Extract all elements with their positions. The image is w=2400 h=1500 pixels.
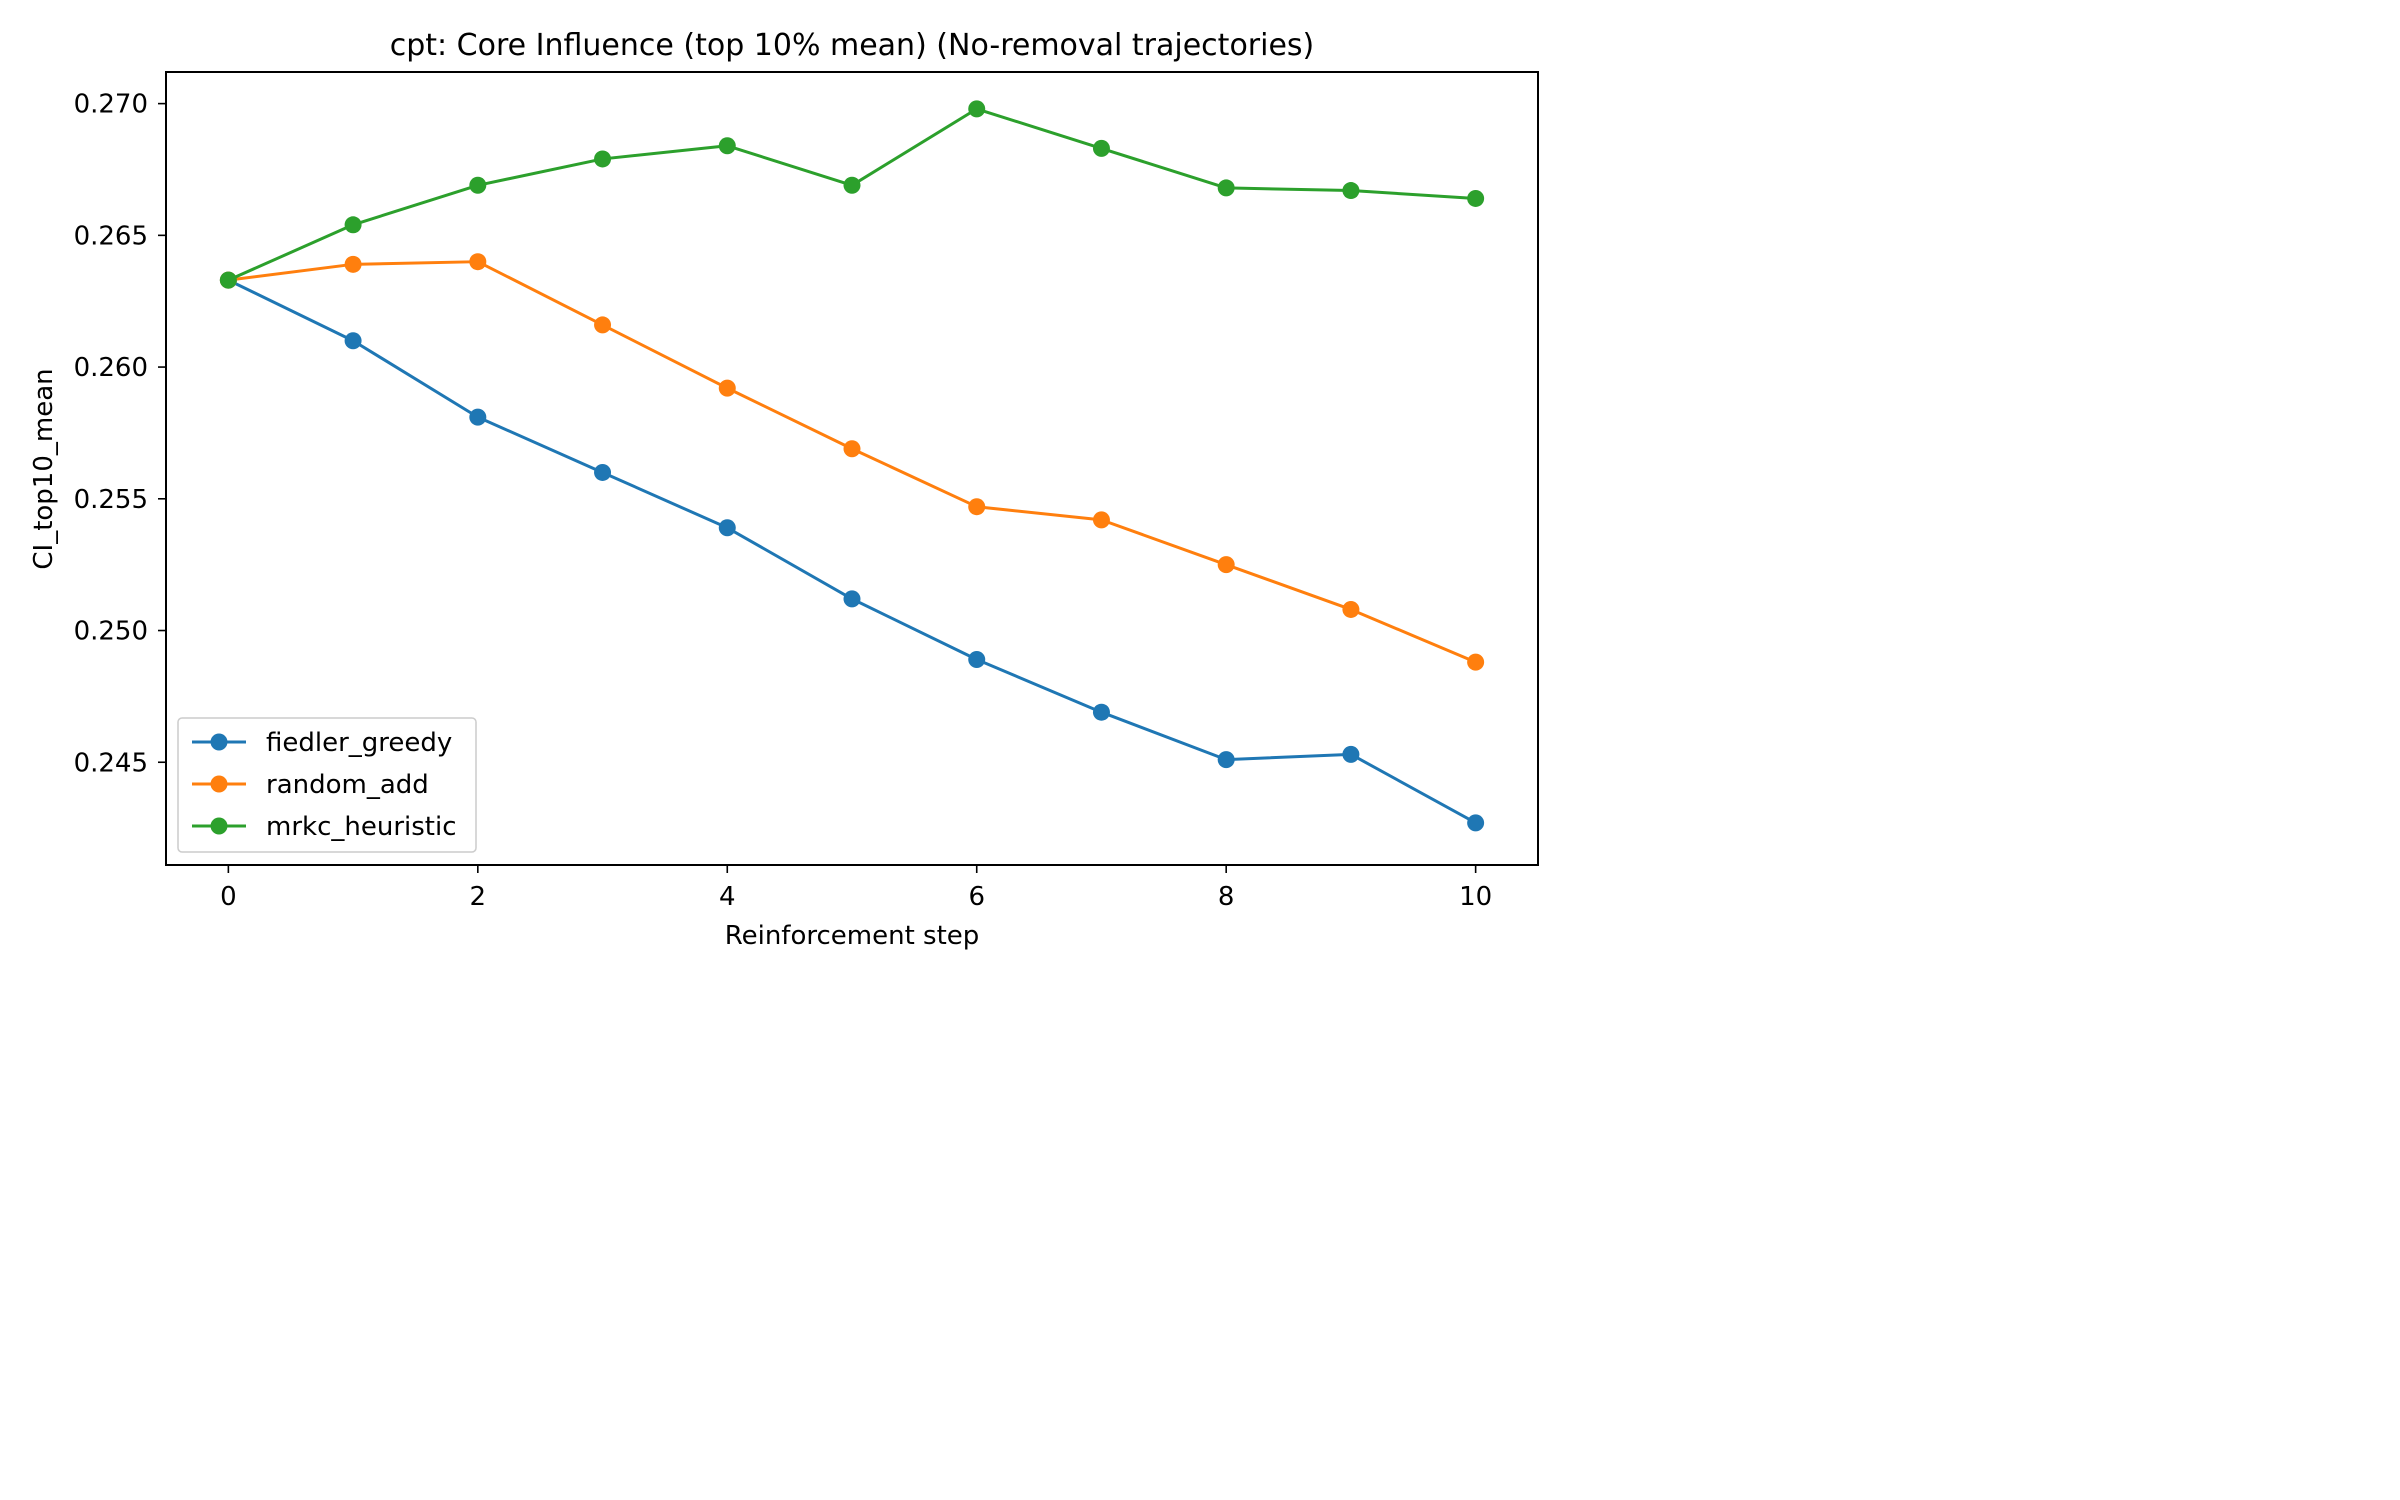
data-point-fiedler_greedy [594, 463, 612, 481]
y-tick-label: 0.245 [74, 748, 148, 778]
data-point-random_add [718, 379, 736, 397]
data-point-random_add [1342, 600, 1360, 618]
y-tick-label: 0.250 [74, 617, 148, 647]
data-point-mrkc_heuristic [1342, 182, 1360, 200]
legend: fiedler_greedy random_add mrkc_heuristic [177, 717, 477, 853]
data-point-fiedler_greedy [1467, 814, 1485, 832]
data-point-mrkc_heuristic [344, 216, 362, 234]
data-point-fiedler_greedy [469, 408, 487, 426]
y-axis-ticks: 0.245 0.250 0.255 0.260 0.265 0.270 [74, 90, 166, 778]
y-tick-label: 0.270 [74, 90, 148, 120]
x-tick-label: 0 [220, 882, 237, 912]
data-point-random_add [1217, 556, 1235, 574]
data-point-mrkc_heuristic [594, 150, 612, 168]
data-point-fiedler_greedy [1217, 751, 1235, 769]
y-axis-label: CI_top10_mean [29, 368, 59, 569]
plot-area-frame [165, 71, 1539, 866]
data-point-mrkc_heuristic [219, 271, 237, 289]
x-axis-label: Reinforcement step [725, 921, 980, 951]
data-point-mrkc_heuristic [469, 176, 487, 194]
x-tick-label: 10 [1459, 882, 1492, 912]
data-point-random_add [344, 255, 362, 273]
data-point-fiedler_greedy [718, 519, 736, 537]
chart-title: cpt: Core Influence (top 10% mean) (No-r… [390, 28, 1315, 63]
legend-marker-random_add [210, 775, 228, 793]
series-lines [219, 100, 1485, 832]
legend-frame [177, 717, 477, 853]
x-tick-label: 8 [1218, 882, 1235, 912]
legend-marker-mrkc_heuristic [210, 817, 228, 835]
data-point-random_add [1092, 511, 1110, 529]
data-point-fiedler_greedy [843, 590, 861, 608]
legend-label-fiedler_greedy: fiedler_greedy [266, 728, 452, 758]
data-point-random_add [1467, 653, 1485, 671]
y-tick-label: 0.260 [74, 353, 148, 383]
data-point-mrkc_heuristic [968, 100, 986, 118]
data-point-fiedler_greedy [1092, 703, 1110, 721]
data-point-fiedler_greedy [344, 332, 362, 350]
data-point-random_add [469, 253, 487, 271]
data-point-fiedler_greedy [1342, 745, 1360, 763]
data-point-mrkc_heuristic [1217, 179, 1235, 197]
line-chart: cpt: Core Influence (top 10% mean) (No-r… [0, 0, 1568, 980]
data-point-mrkc_heuristic [1467, 189, 1485, 207]
x-tick-label: 4 [719, 882, 736, 912]
data-point-mrkc_heuristic [1092, 139, 1110, 157]
legend-marker-fiedler_greedy [210, 733, 228, 751]
x-tick-label: 2 [470, 882, 487, 912]
legend-label-random_add: random_add [266, 770, 429, 800]
data-point-mrkc_heuristic [718, 137, 736, 155]
x-axis-ticks: 0 2 4 6 8 10 [220, 865, 1492, 912]
legend-label-mrkc_heuristic: mrkc_heuristic [266, 812, 457, 842]
data-point-random_add [968, 498, 986, 516]
data-point-fiedler_greedy [968, 651, 986, 669]
data-point-random_add [843, 440, 861, 458]
data-point-random_add [594, 316, 612, 334]
y-tick-label: 0.255 [74, 485, 148, 515]
y-tick-label: 0.265 [74, 221, 148, 251]
x-tick-label: 6 [968, 882, 985, 912]
axes [165, 71, 1539, 866]
data-point-mrkc_heuristic [843, 176, 861, 194]
